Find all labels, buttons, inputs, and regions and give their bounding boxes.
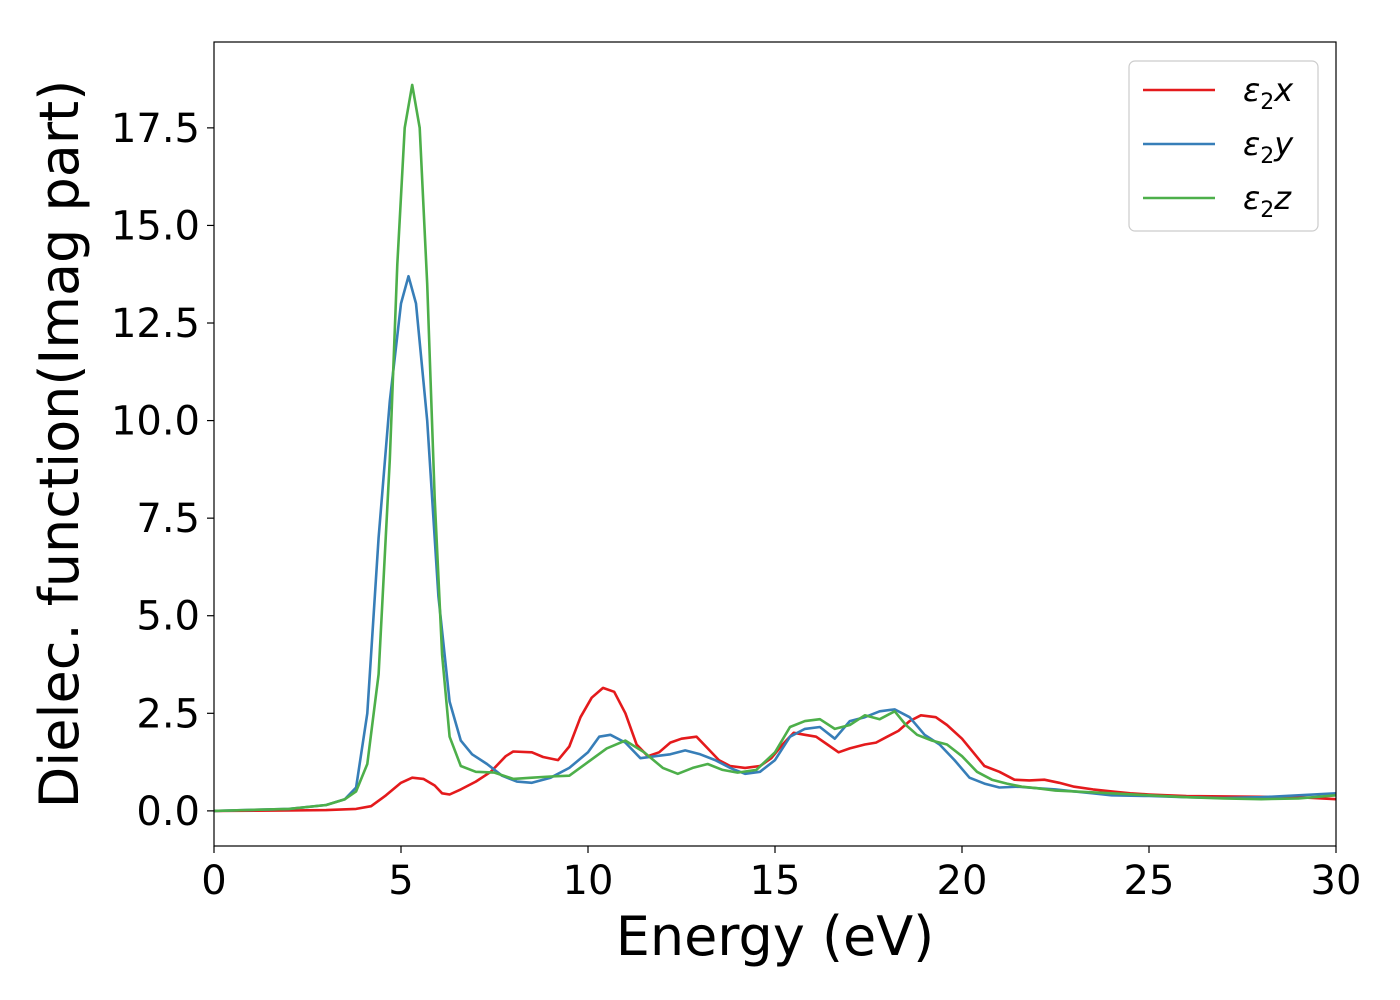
legend-box bbox=[1128, 60, 1319, 232]
y-tick-label: 2.5 bbox=[136, 691, 200, 737]
x-tick-label: 15 bbox=[750, 858, 801, 904]
series-layer bbox=[214, 83, 1336, 813]
legend-label: ε2z bbox=[1243, 179, 1292, 223]
x-tick-label: 30 bbox=[1311, 858, 1362, 904]
series-line-z bbox=[214, 83, 1336, 813]
legend-item-x: ε2x bbox=[1143, 71, 1294, 115]
x-tick-label: 10 bbox=[563, 858, 614, 904]
legend-label: ε2x bbox=[1243, 71, 1294, 115]
y-axis-title: Dielec. function(Imag part) bbox=[28, 80, 91, 809]
legend: ε2x ε2y ε2z bbox=[1128, 60, 1319, 232]
y-tick-label: 17.5 bbox=[111, 106, 200, 152]
legend-label: ε2y bbox=[1243, 125, 1294, 169]
x-tick-label: 5 bbox=[388, 858, 413, 904]
y-axis: 0.0 2.5 5.0 7.5 10.0 12.5 15.0 17.5 bbox=[111, 106, 214, 835]
x-tick-label: 20 bbox=[937, 858, 988, 904]
x-axis-title: Energy (eV) bbox=[616, 905, 935, 968]
legend-item-y: ε2y bbox=[1143, 125, 1294, 169]
y-tick-label: 12.5 bbox=[111, 301, 200, 347]
y-tick-label: 7.5 bbox=[136, 496, 200, 542]
x-axis: 0 5 10 15 20 25 30 bbox=[201, 846, 1361, 904]
y-tick-label: 15.0 bbox=[111, 203, 200, 249]
y-tick-label: 5.0 bbox=[136, 594, 200, 640]
x-tick-label: 0 bbox=[201, 858, 226, 904]
y-tick-label: 10.0 bbox=[111, 399, 200, 445]
series-line-x bbox=[214, 686, 1336, 813]
x-tick-label: 25 bbox=[1124, 858, 1175, 904]
legend-item-z: ε2z bbox=[1143, 179, 1292, 223]
y-tick-label: 0.0 bbox=[136, 789, 200, 835]
